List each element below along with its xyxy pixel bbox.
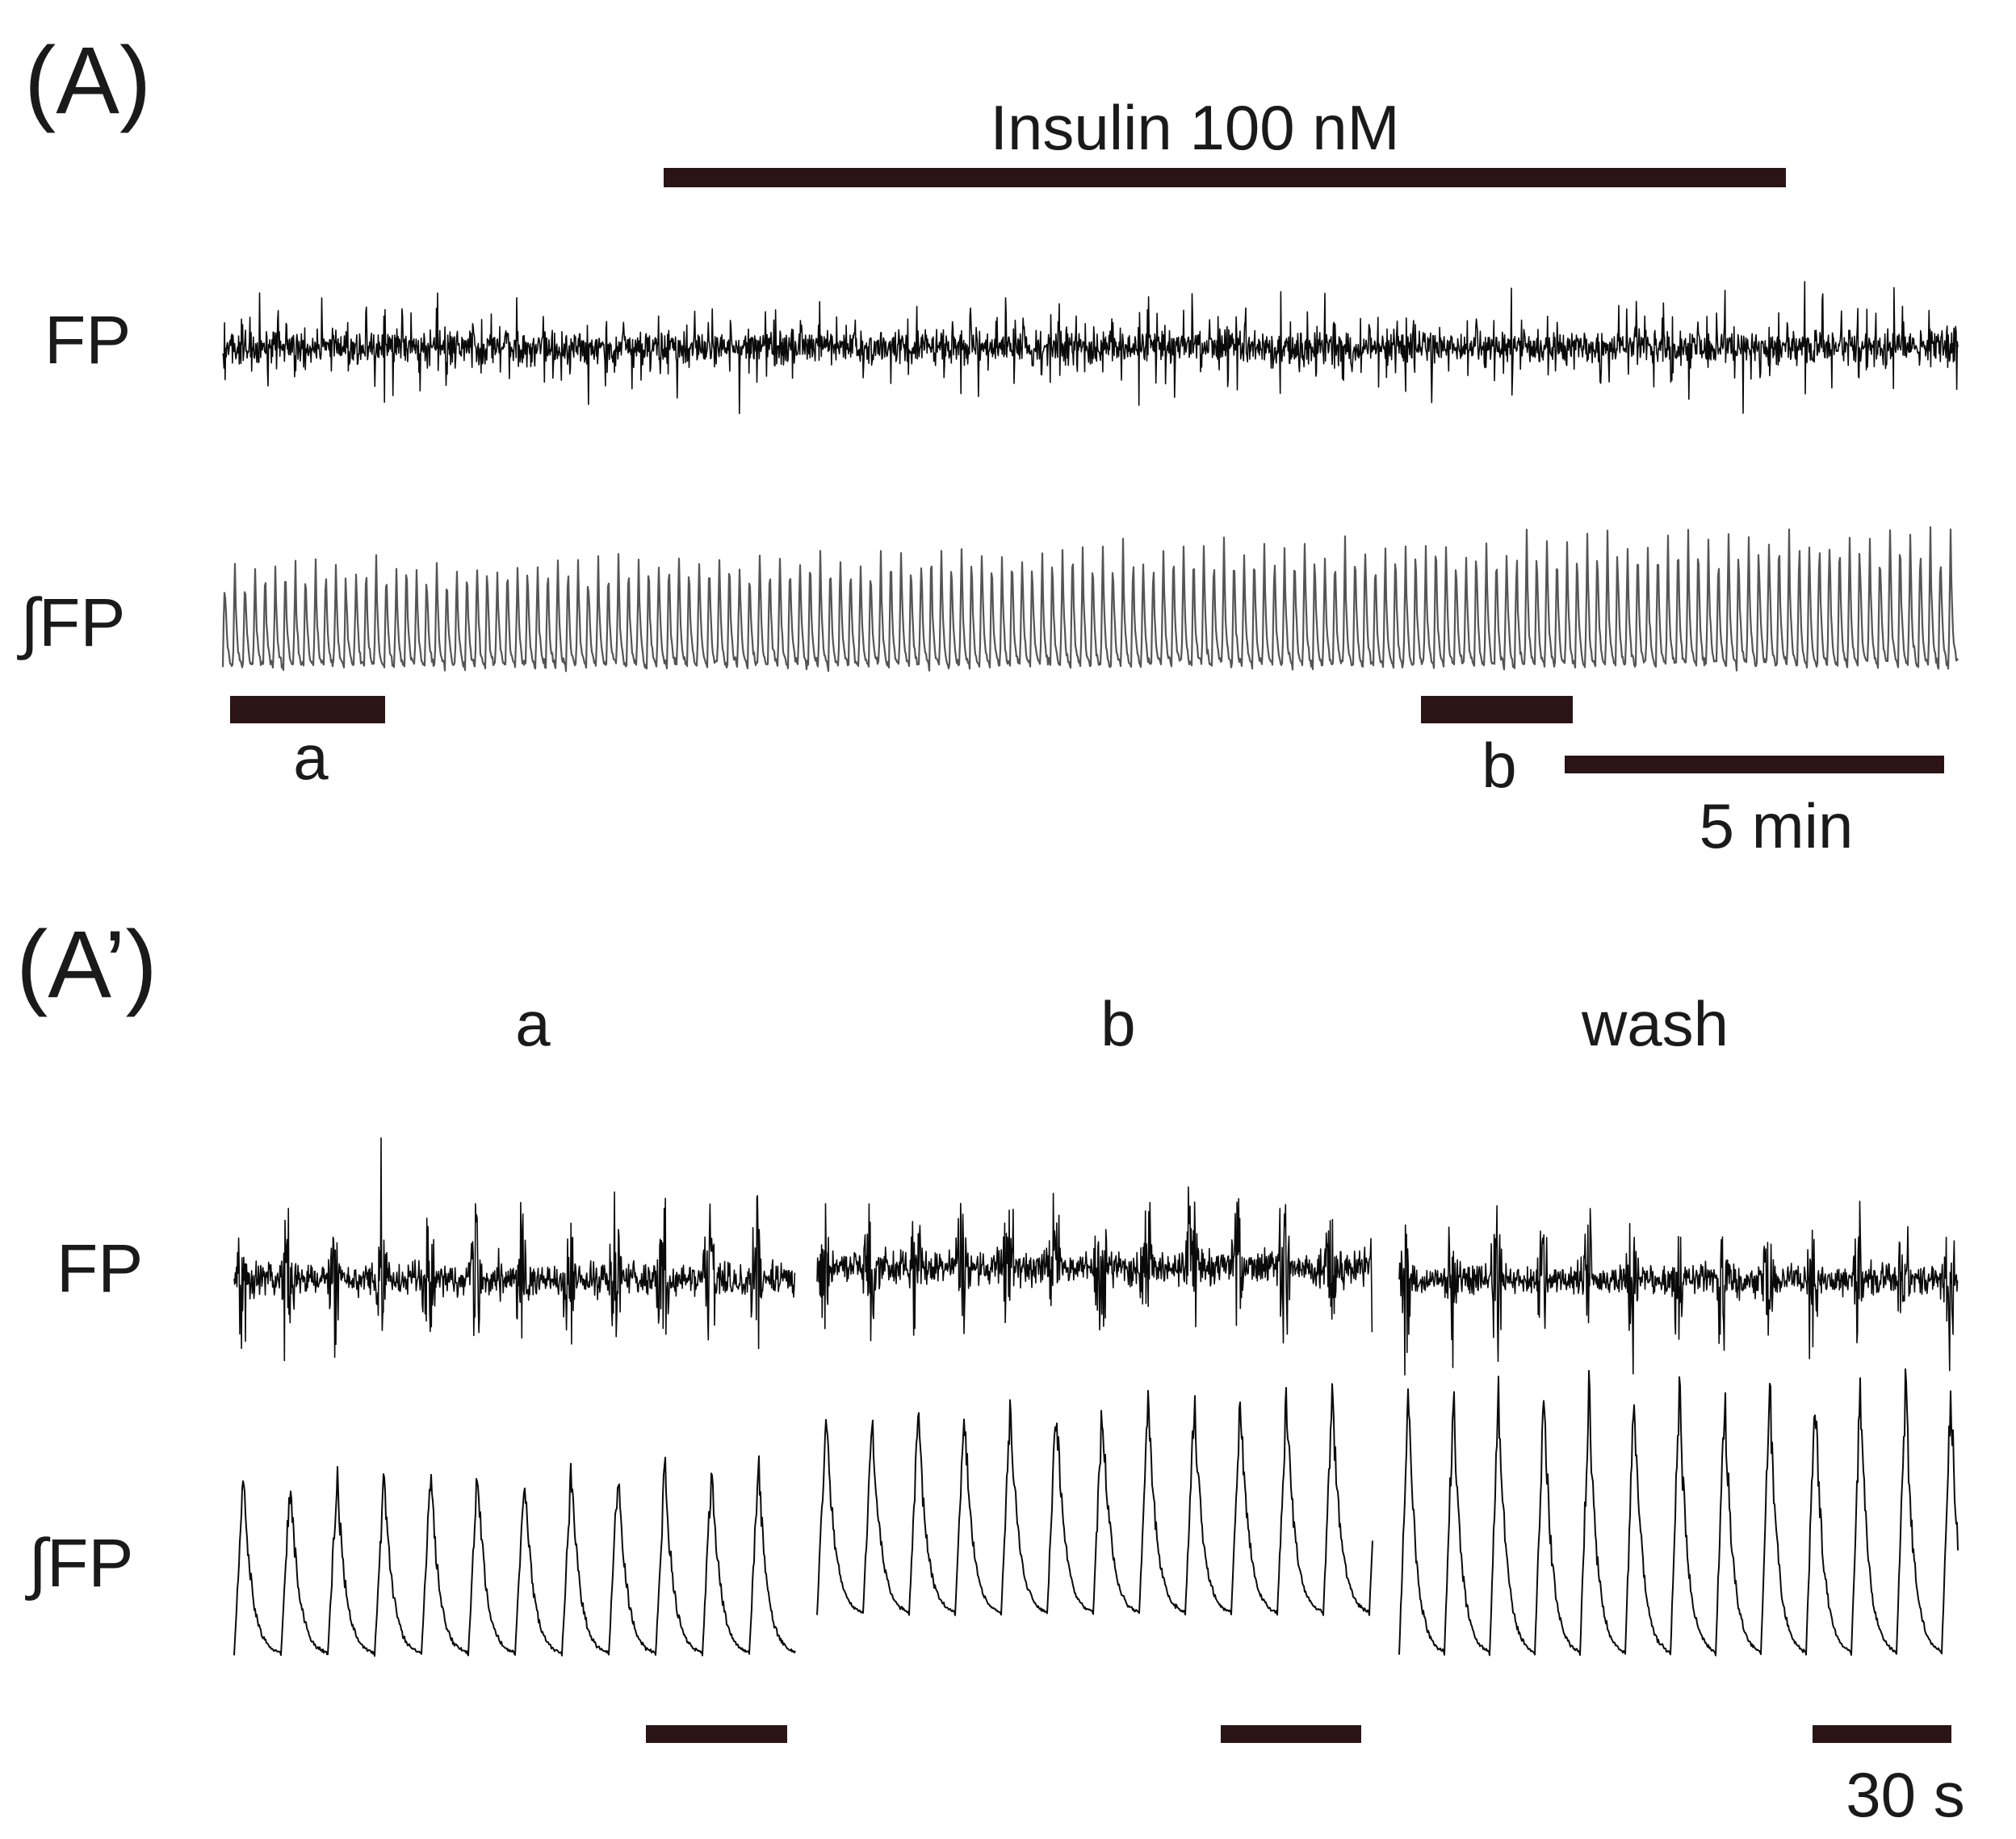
wash-fp-trace — [1398, 1200, 1959, 1376]
segment-a-int-fp-trace — [233, 1455, 796, 1657]
segment-b-fp-trace — [816, 1186, 1373, 1344]
panel-a-int-fp-label: ∫FP — [17, 584, 125, 660]
col-wash-label: wash — [1581, 988, 1729, 1059]
segment-a-fp-trace — [233, 1137, 796, 1362]
int-fp-waveform — [816, 1383, 1373, 1616]
segment-a-bar — [230, 696, 385, 723]
panel-a-int-fp-trace — [221, 526, 1959, 672]
segment-b-scale-bar — [1221, 1725, 1361, 1743]
panel-a-prime-scale-label: 30 s — [1846, 1759, 1964, 1830]
panel-a-prime-int-fp-label: ∫FP — [25, 1525, 133, 1601]
panel-a-scale-bar — [1565, 756, 1944, 773]
wash-scale-bar — [1813, 1725, 1951, 1743]
fp-waveform — [222, 281, 1959, 414]
col-b-label: b — [1100, 988, 1135, 1059]
segment-a-scale-bar — [646, 1725, 787, 1743]
panel-a-fp-label: FP — [44, 302, 131, 378]
fp-waveform — [816, 1186, 1373, 1344]
segment-b-label: b — [1482, 730, 1516, 801]
wash-int-fp-trace — [1398, 1368, 1959, 1657]
insulin-label: Insulin 100 nM — [990, 92, 1399, 163]
int-fp-waveform — [221, 526, 1959, 672]
segment-b-int-fp-trace — [816, 1383, 1373, 1616]
insulin-application-bar — [664, 168, 1786, 187]
panel-a-prime-label: (A’) — [16, 911, 157, 1018]
segment-a-label: a — [293, 722, 329, 793]
fp-waveform — [233, 1137, 796, 1362]
panel-a-label: (A) — [24, 27, 151, 134]
panel-a-fp-trace — [222, 281, 1959, 414]
fp-waveform — [1398, 1200, 1959, 1376]
panel-a-scale-label: 5 min — [1700, 790, 1854, 861]
col-a-label: a — [515, 988, 551, 1059]
panel-a-prime-fp-label: FP — [57, 1230, 143, 1306]
int-fp-waveform — [233, 1455, 796, 1657]
int-fp-waveform — [1398, 1368, 1959, 1657]
segment-b-bar — [1421, 696, 1573, 723]
